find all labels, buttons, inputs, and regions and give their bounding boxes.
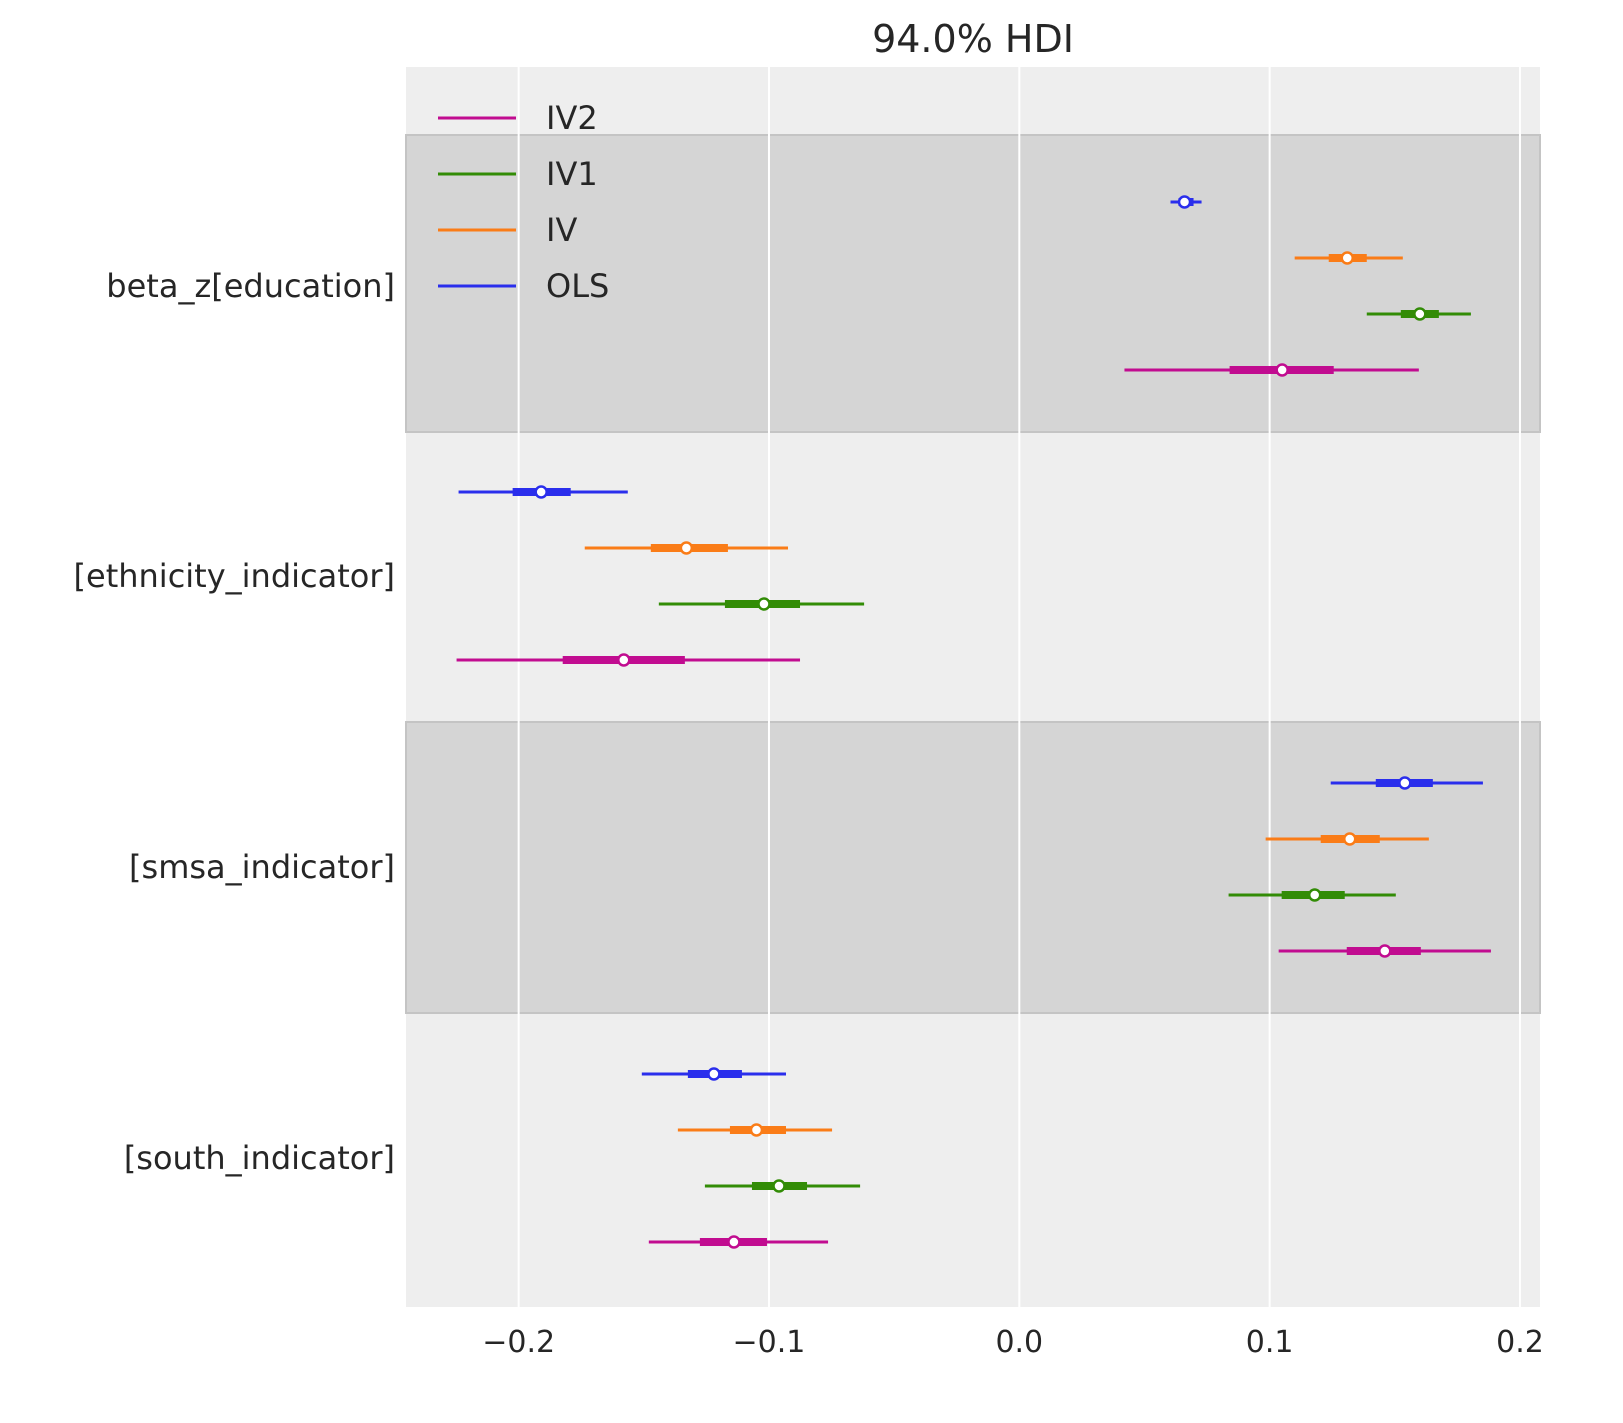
row-band-shaded xyxy=(405,134,1541,433)
median-point-iv1 xyxy=(1413,307,1427,321)
row-band-shaded xyxy=(405,721,1541,1014)
median-point-iv1 xyxy=(772,1179,786,1193)
median-point-iv xyxy=(1340,251,1354,265)
median-point-iv xyxy=(749,1123,764,1137)
median-point-iv2 xyxy=(1378,944,1392,958)
median-point-iv1 xyxy=(757,597,771,611)
median-point-ols xyxy=(534,485,548,499)
chart-title: 94.0% HDI xyxy=(872,17,1074,61)
median-point-ols xyxy=(1398,776,1412,790)
median-point-iv2 xyxy=(727,1235,741,1249)
legend-label: IV1 xyxy=(546,155,598,193)
x-tick-label: −0.1 xyxy=(733,1325,806,1360)
x-tick-label: 0.0 xyxy=(995,1325,1043,1360)
x-tick-label: 0.2 xyxy=(1496,1325,1544,1360)
median-point-iv xyxy=(1342,832,1357,846)
median-point-ols xyxy=(707,1067,721,1081)
x-tick-label: 0.1 xyxy=(1246,1325,1294,1360)
legend-label: OLS xyxy=(546,267,609,305)
y-tick-label: beta_z[education] xyxy=(106,267,395,305)
legend-label: IV xyxy=(546,211,577,249)
legend-label: IV2 xyxy=(546,99,598,137)
median-point-iv2 xyxy=(1275,363,1289,377)
median-point-iv1 xyxy=(1307,888,1322,902)
x-tick-label: −0.2 xyxy=(482,1325,555,1360)
median-point-iv xyxy=(679,541,694,555)
y-tick-label: [south_indicator] xyxy=(124,1139,395,1177)
y-tick-label: [ethnicity_indicator] xyxy=(74,557,395,595)
median-point-ols xyxy=(1177,195,1192,209)
y-tick-label: [smsa_indicator] xyxy=(129,848,395,886)
median-point-iv2 xyxy=(617,653,631,667)
